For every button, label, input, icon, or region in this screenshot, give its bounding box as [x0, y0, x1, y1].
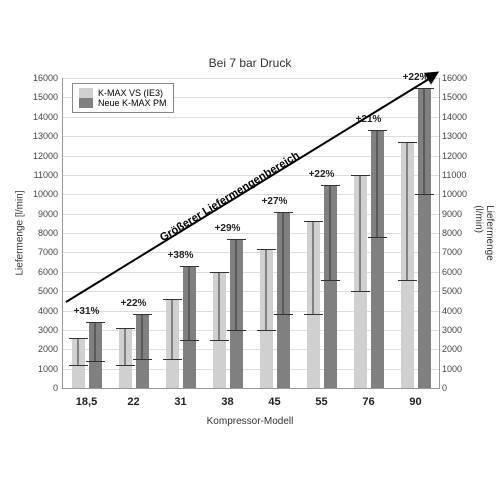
y-tick-left: 2000	[38, 344, 58, 354]
error-bar	[136, 78, 149, 388]
y-tick-left: 3000	[38, 325, 58, 335]
y-tick-right: 7000	[442, 247, 462, 257]
error-bar	[260, 78, 273, 388]
y-tick-right: 4000	[442, 306, 462, 316]
x-tick: 22	[127, 396, 139, 408]
y-tick-left: 6000	[38, 267, 58, 277]
y-tick-left: 14000	[33, 112, 58, 122]
y-tick-left: 13000	[33, 131, 58, 141]
x-tick: 38	[221, 396, 233, 408]
y-axis-label-right: Liefermenge (l/min)	[473, 205, 495, 261]
y-tick-left: 10000	[33, 189, 58, 199]
plot-area: +31%18,5+22%22+38%31+29%38+27%45+22%55+2…	[62, 78, 440, 389]
pct-label: +22%	[121, 298, 147, 309]
y-tick-left: 5000	[38, 286, 58, 296]
y-tick-left: 4000	[38, 306, 58, 316]
y-tick-left: 16000	[33, 73, 58, 83]
legend-item: K-MAX VS (IE3)	[79, 88, 167, 98]
x-axis-label: Kompressor-Modell	[0, 416, 500, 427]
legend-label: K-MAX VS (IE3)	[98, 88, 163, 98]
y-tick-left: 15000	[33, 92, 58, 102]
y-tick-left: 8000	[38, 228, 58, 238]
legend-swatch	[79, 88, 93, 98]
pct-label: +38%	[168, 250, 194, 261]
y-tick-left: 0	[53, 383, 58, 393]
pct-label: +31%	[74, 306, 100, 317]
x-tick: 90	[409, 396, 421, 408]
y-axis-label-left: Liefermenge [l/min]	[15, 190, 26, 275]
y-tick-right: 12000	[442, 151, 467, 161]
chart-area: +31%18,5+22%22+38%31+29%38+27%45+22%55+2…	[0, 40, 500, 460]
y-tick-right: 15000	[442, 92, 467, 102]
error-bar	[277, 78, 290, 388]
error-bar	[119, 78, 132, 388]
y-tick-right: 6000	[442, 267, 462, 277]
y-tick-right: 9000	[442, 209, 462, 219]
y-tick-left: 11000	[34, 170, 58, 180]
y-tick-right: 0	[442, 383, 447, 393]
y-tick-right: 5000	[442, 286, 462, 296]
x-tick: 31	[174, 396, 186, 408]
y-tick-left: 7000	[38, 247, 58, 257]
x-tick: 45	[268, 396, 280, 408]
pct-label: +27%	[262, 196, 288, 207]
legend-item: Neue K-MAX PM	[79, 98, 167, 108]
error-bar	[401, 78, 414, 388]
x-tick: 76	[362, 396, 374, 408]
y-tick-left: 12000	[33, 151, 58, 161]
legend-swatch	[79, 98, 93, 108]
y-tick-right: 1000	[442, 364, 462, 374]
y-tick-right: 11000	[442, 170, 466, 180]
x-tick: 55	[315, 396, 327, 408]
y-tick-right: 3000	[442, 325, 462, 335]
legend: K-MAX VS (IE3)Neue K-MAX PM	[72, 83, 174, 113]
error-bar	[72, 78, 85, 388]
y-tick-left: 9000	[38, 209, 58, 219]
error-bar	[324, 78, 337, 388]
y-tick-right: 2000	[442, 344, 462, 354]
y-tick-right: 14000	[442, 112, 467, 122]
error-bar	[418, 78, 431, 388]
legend-label: Neue K-MAX PM	[98, 98, 167, 108]
pct-label: +29%	[215, 223, 241, 234]
y-tick-right: 16000	[442, 73, 467, 83]
y-tick-left: 1000	[38, 364, 58, 374]
error-bar	[183, 78, 196, 388]
x-tick: 18,5	[76, 396, 97, 408]
error-bar	[89, 78, 102, 388]
y-tick-right: 8000	[442, 228, 462, 238]
y-tick-right: 10000	[442, 189, 467, 199]
y-tick-right: 13000	[442, 131, 467, 141]
error-bar	[307, 78, 320, 388]
pct-label: +22%	[309, 169, 335, 180]
